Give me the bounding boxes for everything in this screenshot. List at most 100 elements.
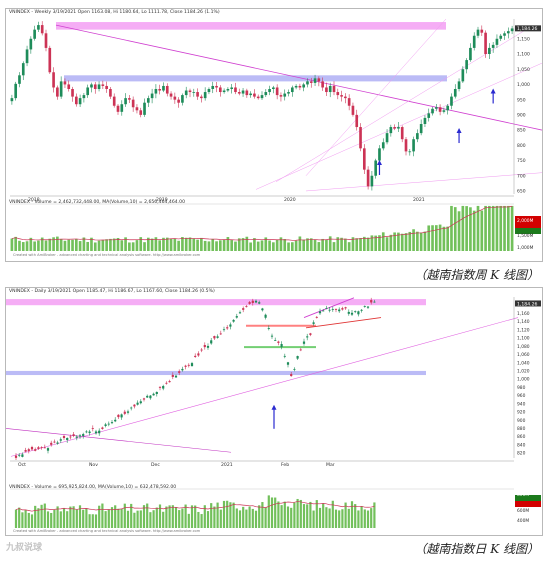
daily-volume-header: VNINDEX - Volume = 695,925,824.00, MA(Vo… [9, 485, 177, 490]
volume-bar [419, 232, 423, 251]
price-tick-label: 1,060 [517, 352, 530, 358]
volume-bar [264, 507, 267, 528]
volume-bar [44, 240, 48, 251]
volume-bar [18, 507, 21, 528]
channel-mid [275, 29, 527, 183]
volume-bar [325, 507, 328, 528]
volume-bar [63, 240, 67, 251]
weekly-candle [241, 90, 245, 94]
weekly-candle [146, 98, 150, 103]
time-tick-label: 2020 [284, 197, 296, 203]
volume-bar [188, 237, 192, 251]
daily-candle [46, 448, 50, 451]
weekly-candle [78, 98, 82, 105]
volume-bar [124, 237, 127, 251]
volume-bar [312, 510, 315, 528]
weekly-copyright: Created with AmiBroker - advanced charti… [13, 253, 201, 257]
daily-chart-header: VNINDEX - Daily 3/19/2021 Open 1185.47, … [9, 289, 215, 294]
volume-bar [52, 237, 55, 251]
volume-bar [152, 510, 155, 528]
daily-candle [142, 398, 146, 400]
weekly-candle [256, 96, 260, 99]
daily-candle [254, 300, 258, 303]
weekly-candle [18, 75, 21, 84]
daily-candle [216, 336, 219, 338]
weekly-candle [116, 105, 120, 112]
breakdown-level [246, 324, 316, 327]
weekly-candle [366, 169, 370, 187]
weekly-candle [465, 60, 468, 70]
volume-bar [165, 237, 169, 251]
resistance-zone [6, 299, 426, 306]
last-price-label: 1,184.26 [517, 301, 538, 307]
weekly-candle [503, 33, 506, 36]
volume-bar [78, 241, 82, 251]
volume-bar [235, 508, 238, 528]
daily-candle [104, 424, 107, 427]
weekly-candle [112, 96, 116, 106]
weekly-candle [336, 92, 340, 96]
volume-bar [373, 502, 376, 528]
daily-candle [139, 401, 142, 404]
volume-bar [149, 512, 152, 528]
daily-candle [190, 363, 194, 367]
weekly-candle [14, 83, 18, 99]
volume-bar [112, 238, 116, 251]
volume-bar [256, 241, 260, 251]
weekly-candle [362, 148, 366, 170]
daily-candle [101, 427, 104, 429]
weekly-candle [154, 89, 158, 94]
weekly-candle [222, 90, 226, 93]
volume-bar [207, 241, 211, 251]
volume-bar [154, 237, 158, 251]
time-tick-label: Feb [281, 462, 289, 468]
price-tick-label: 850 [517, 128, 526, 134]
daily-candle [210, 340, 213, 344]
weekly-candle [476, 29, 480, 36]
volume-bar [374, 235, 378, 251]
volume-bar [168, 505, 171, 528]
volume-bar [510, 205, 514, 251]
volume-bar [287, 242, 290, 251]
volume-bar [222, 239, 226, 251]
volume-bar [393, 232, 396, 251]
volume-bar [317, 242, 321, 251]
volume-bar [385, 237, 389, 251]
daily-candle [315, 316, 318, 318]
volume-bar [130, 503, 133, 528]
volume-bar [10, 238, 14, 251]
volume-bar [162, 237, 165, 251]
weekly-candle [237, 92, 241, 94]
daily-candle [114, 419, 117, 422]
volume-bar [66, 511, 69, 528]
price-tick-label: 650 [517, 189, 526, 195]
volume-bar [194, 505, 197, 528]
downtrend-line [55, 24, 542, 131]
time-tick-label: 2018 [28, 197, 40, 203]
volume-bar [155, 507, 158, 528]
volume-bar [360, 506, 363, 528]
weekly-candle [10, 98, 14, 102]
daily-candle [187, 364, 190, 366]
volume-bar [457, 211, 461, 251]
volume-bar [88, 514, 91, 528]
weekly-candle [381, 142, 385, 149]
volume-bar [171, 505, 174, 528]
weekly-candle [472, 35, 476, 48]
volume-bar [120, 240, 124, 251]
volume-bar [400, 233, 404, 251]
daily-candle [270, 335, 274, 337]
daily-candle [40, 447, 43, 448]
daily-caption: （越南指数日 K 线图） [414, 542, 539, 556]
volume-bar [37, 508, 40, 528]
daily-candle [267, 328, 270, 329]
daily-candle [325, 308, 328, 309]
daily-candle [366, 306, 370, 308]
volume-bar [293, 502, 296, 528]
daily-candle [293, 368, 296, 370]
weekly-candle [67, 84, 71, 89]
volume-bar [116, 237, 120, 251]
volume-bar [192, 238, 196, 251]
volume-bar [229, 502, 232, 528]
volume-bar [453, 207, 457, 251]
